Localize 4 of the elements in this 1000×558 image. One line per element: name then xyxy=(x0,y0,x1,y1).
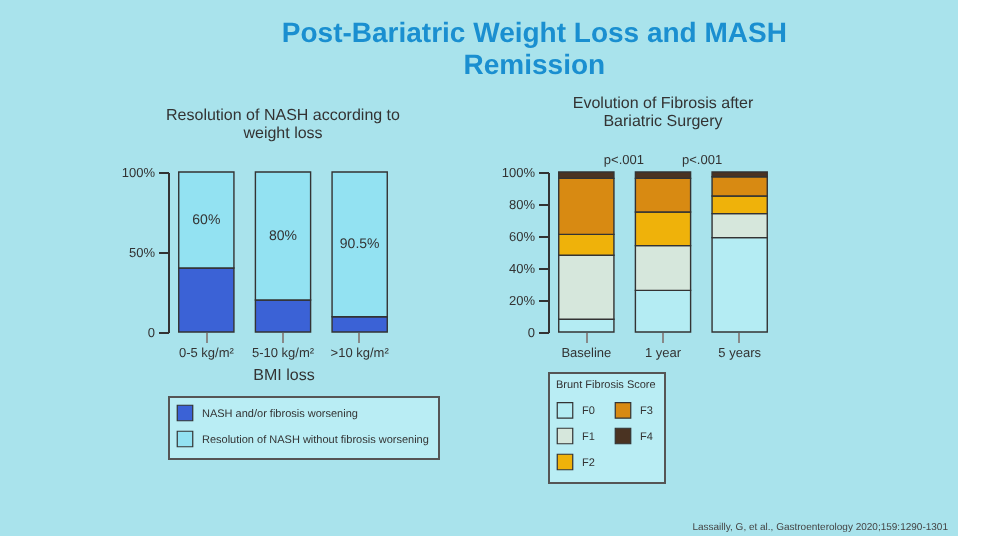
x-axis-title: BMI loss xyxy=(253,366,315,384)
chart-title: Evolution of Fibrosis after Bariatric Surgery xyxy=(572,94,754,130)
text: Post-Bariatric Weight Loss and MASH Remission xyxy=(281,16,787,80)
chart-subtitle: Resolution of NASH according to weight loss xyxy=(166,106,402,142)
